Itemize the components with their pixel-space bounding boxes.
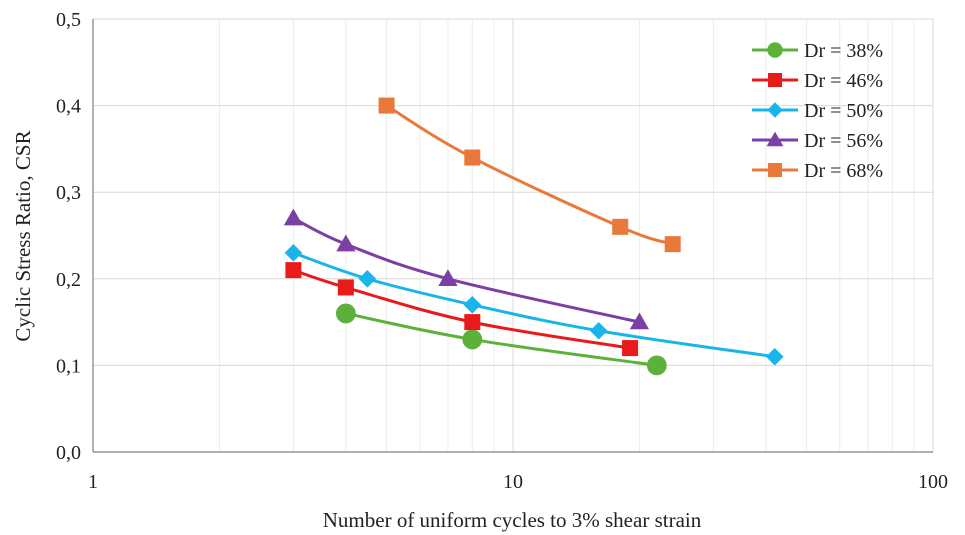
data-point-square [464, 149, 481, 166]
y-axis-title: Cyclic Stress Ratio, CSR [11, 130, 35, 341]
series-4 [283, 208, 650, 330]
legend-entry: Dr = 56% [752, 130, 883, 152]
legend-entry: Dr = 68% [752, 160, 883, 182]
data-point-square-legend [768, 73, 782, 87]
series-1 [335, 303, 667, 376]
data-point-square [285, 262, 302, 279]
legend-label: Dr = 68% [804, 160, 883, 182]
legend-entry: Dr = 46% [752, 70, 883, 92]
legend: Dr = 38% Dr = 46% Dr = 50% Dr = 56% Dr = 68% [752, 40, 883, 182]
data-point-square [337, 279, 354, 296]
data-point-diamond-legend [767, 102, 783, 118]
series-5 [378, 97, 681, 253]
data-point-triangle-legend [766, 131, 784, 147]
data-point-square [664, 236, 681, 253]
data-point-diamond [765, 347, 784, 366]
series-2 [285, 262, 639, 357]
series-line [385, 104, 674, 246]
data-point-circle [462, 329, 483, 350]
legend-entry: Dr = 50% [752, 100, 883, 122]
y-tick-label: 0,5 [56, 9, 81, 31]
x-tick-label: 1 [88, 471, 98, 493]
legend-label: Dr = 46% [804, 70, 883, 92]
series-3 [284, 244, 784, 366]
axes-layer [92, 19, 933, 453]
data-point-circle [335, 303, 356, 324]
x-tick-label: 10 [503, 471, 523, 493]
legend-label: Dr = 56% [804, 130, 883, 152]
data-point-diamond [284, 244, 303, 262]
data-point-circle [646, 355, 667, 376]
y-tick-label: 0,3 [56, 182, 81, 204]
legend-label: Dr = 38% [804, 40, 883, 62]
series-line [345, 311, 658, 367]
data-point-square [464, 314, 481, 331]
series-line [292, 251, 775, 359]
grid-layer [92, 18, 934, 453]
data-point-square [612, 218, 629, 235]
data-point-square [622, 340, 639, 357]
tick-labels: 1 10 100 0,0 0,1 0,2 0,3 0,4 0,5 [56, 9, 948, 493]
series-line [292, 268, 631, 350]
x-tick-label: 100 [918, 471, 948, 493]
y-tick-label: 0,0 [56, 442, 81, 464]
data-point-square [378, 97, 395, 114]
y-tick-label: 0,4 [56, 96, 81, 118]
series-line [292, 216, 640, 324]
legend-entry: Dr = 38% [752, 40, 883, 62]
data-point-diamond [589, 321, 608, 340]
data-point-square-legend [768, 163, 782, 177]
data-point-diamond [463, 295, 482, 314]
legend-label: Dr = 50% [804, 100, 883, 122]
data-point-triangle [438, 269, 458, 286]
data-point-triangle [629, 312, 650, 330]
data-point-circle-legend [767, 42, 783, 58]
series-layer [283, 97, 784, 376]
x-axis-title: Number of uniform cycles to 3% shear str… [323, 508, 702, 532]
data-point-triangle [283, 208, 303, 226]
y-tick-label: 0,2 [56, 269, 81, 291]
data-point-diamond [358, 270, 377, 288]
y-tick-label: 0,1 [56, 355, 81, 377]
data-point-triangle [336, 234, 356, 252]
